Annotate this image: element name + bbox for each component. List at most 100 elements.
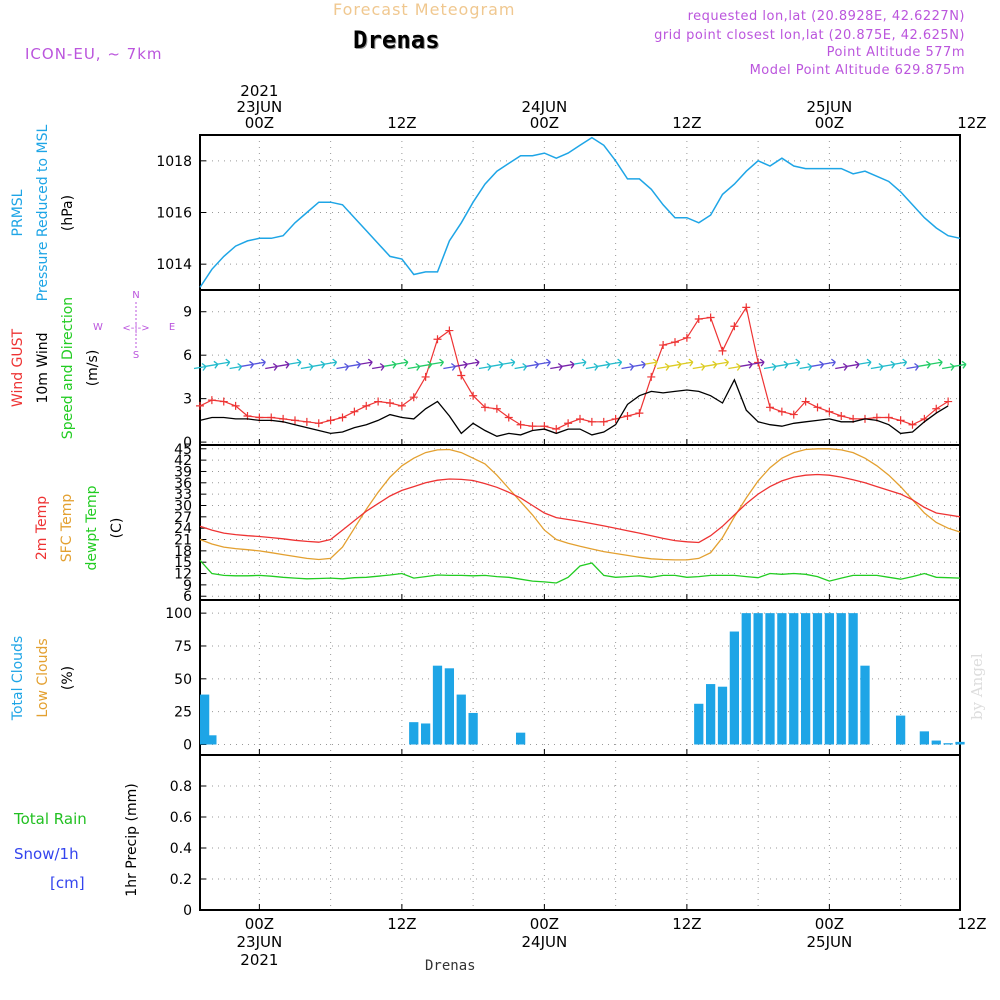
gust-marker xyxy=(742,303,751,312)
chart-supertitle: Forecast Meteogram xyxy=(333,0,516,19)
wind-direction-arrow xyxy=(953,360,967,369)
wind-direction-arrow xyxy=(657,362,670,371)
cloud-bar xyxy=(800,613,811,745)
wind-direction-arrow xyxy=(265,362,278,371)
top-time-label: 00Z xyxy=(815,114,844,132)
y-tick-label: 0 xyxy=(183,435,192,451)
gust-marker xyxy=(386,398,394,407)
bottom-time-label: 24JUN xyxy=(522,933,568,951)
gust-marker xyxy=(647,372,656,381)
temp-2m-line xyxy=(199,473,961,544)
top-time-label: 23JUN xyxy=(237,98,283,116)
bottom-time-label: 25JUN xyxy=(807,933,853,951)
gust-marker xyxy=(196,401,204,410)
wind-direction-arrow xyxy=(752,358,765,367)
wind-direction-arrow xyxy=(597,360,611,369)
wind-direction-arrow xyxy=(633,360,646,369)
wind-direction-arrow xyxy=(609,358,623,367)
wind-direction-arrow xyxy=(704,360,718,369)
wind-direction-arrow xyxy=(740,360,753,369)
gust-marker xyxy=(207,396,216,405)
gust-marker xyxy=(362,401,371,410)
cloud-bar xyxy=(717,686,728,745)
y-tick-label: 0.4 xyxy=(170,841,192,857)
wind-direction-arrow xyxy=(217,358,231,367)
gust-marker xyxy=(694,314,703,323)
y-tick-label: 42 xyxy=(174,453,192,469)
wind-direction-arrow xyxy=(229,362,243,371)
wind-direction-arrow xyxy=(918,360,931,369)
panel-axis-label: Total Clouds xyxy=(10,636,26,721)
bottom-time-label: 12Z xyxy=(957,915,986,933)
grid-point-location: grid point closest lon,lat (20.875E, 42.… xyxy=(654,28,965,43)
wind-direction-arrow xyxy=(193,362,207,371)
wind-direction-arrow xyxy=(277,360,290,369)
panel-clouds: 0 25 50 75 100 xyxy=(165,599,965,756)
gust-marker xyxy=(314,419,323,428)
cloud-bar xyxy=(836,613,846,745)
chart-title: Drenas xyxy=(353,26,440,54)
gust-marker xyxy=(421,372,430,381)
gust-marker xyxy=(291,416,299,425)
cloud-bar xyxy=(919,731,930,745)
gust-marker xyxy=(944,397,953,406)
cloud-bar xyxy=(432,665,443,745)
cloud-bar xyxy=(741,613,751,745)
y-tick-label: 21 xyxy=(174,533,192,549)
wind-direction-arrow xyxy=(787,358,801,367)
gust-marker xyxy=(516,420,525,429)
wind-direction-arrow xyxy=(348,360,361,369)
gust-marker xyxy=(825,407,834,416)
y-tick-label: 6 xyxy=(183,589,192,605)
gust-marker xyxy=(932,404,941,413)
cloud-bar xyxy=(420,723,431,745)
gust-marker xyxy=(896,416,905,425)
panel-axis-label: PRMSL xyxy=(10,189,26,236)
wind-direction-arrow xyxy=(728,362,741,371)
bottom-time-label: 2021 xyxy=(240,951,278,969)
gust-marker xyxy=(730,322,739,331)
gust-marker xyxy=(457,371,466,380)
wind-direction-arrow xyxy=(407,362,421,371)
cloud-bar xyxy=(895,715,906,745)
wind-direction-arrow xyxy=(300,362,314,371)
panel-axis-label: (%) xyxy=(60,666,76,690)
gust-marker xyxy=(801,397,810,406)
y-tick-label: 1018 xyxy=(156,154,192,170)
cloud-bar xyxy=(200,694,210,745)
gust-marker xyxy=(671,338,679,347)
compass-icon: N S W E <-|-> xyxy=(93,290,175,361)
gust-marker xyxy=(766,403,774,412)
bottom-time-label: 00Z xyxy=(530,915,559,933)
cloud-bar xyxy=(444,668,455,745)
y-tick-label: 24 xyxy=(174,521,192,537)
y-tick-label: 0.8 xyxy=(170,779,192,795)
bottom-time-label: 12Z xyxy=(387,915,416,933)
footer-location: Drenas xyxy=(425,958,476,974)
dewpt-line xyxy=(199,559,961,584)
compass-south: S xyxy=(133,350,139,361)
bottom-time-label: 23JUN xyxy=(237,933,283,951)
wind-direction-arrow xyxy=(930,358,943,367)
gust-marker xyxy=(635,409,644,418)
precip-axis-label: 1hr Precip (mm) xyxy=(124,783,140,896)
wind-direction-arrow xyxy=(502,358,516,367)
sfc-temp-line xyxy=(199,448,961,561)
wind-direction-arrow xyxy=(205,360,219,369)
wind-speed-line xyxy=(199,378,949,437)
cloud-bar xyxy=(753,613,763,745)
wind-direction-arrow xyxy=(395,358,409,367)
compass-arrows: <-|-> xyxy=(122,323,149,334)
gust-marker xyxy=(528,422,537,431)
wind-direction-arrow xyxy=(775,360,789,369)
gust-line xyxy=(199,305,949,430)
gust-marker xyxy=(338,413,347,422)
y-tick-label: 18 xyxy=(174,544,192,560)
gust-marker xyxy=(587,417,596,426)
y-tick-label: 75 xyxy=(174,639,192,655)
wind-direction-arrow xyxy=(372,362,385,371)
cloud-bar xyxy=(705,684,716,745)
top-time-label: 12Z xyxy=(672,114,701,132)
